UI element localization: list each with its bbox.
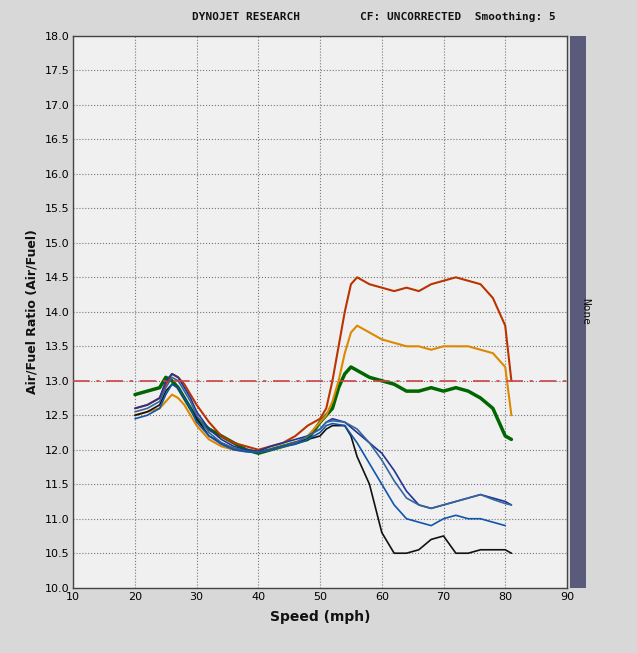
X-axis label: Speed (mph): Speed (mph) (270, 610, 370, 624)
Text: DYNOJET RESEARCH: DYNOJET RESEARCH (192, 12, 300, 22)
Y-axis label: Air/Fuel Ratio (Air/Fuel): Air/Fuel Ratio (Air/Fuel) (25, 229, 39, 394)
Text: CF: UNCORRECTED  Smoothing: 5: CF: UNCORRECTED Smoothing: 5 (361, 12, 556, 22)
Text: None: None (581, 298, 590, 325)
